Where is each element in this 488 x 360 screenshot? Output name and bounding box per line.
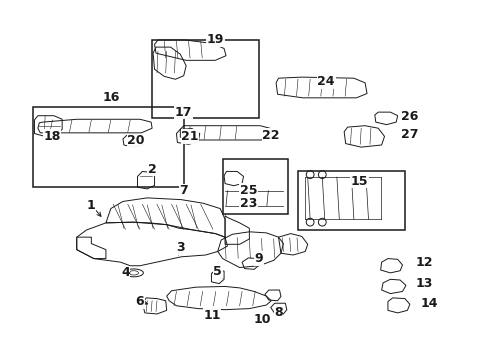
Text: 13: 13: [415, 277, 432, 290]
Text: 21: 21: [181, 130, 199, 143]
Text: 3: 3: [176, 241, 184, 255]
Text: 19: 19: [206, 33, 224, 46]
Text: 22: 22: [262, 129, 280, 142]
Text: 6: 6: [135, 295, 144, 308]
Text: 9: 9: [254, 252, 263, 265]
Text: 8: 8: [274, 306, 282, 319]
Text: 23: 23: [239, 197, 257, 210]
Bar: [297, 171, 404, 230]
Text: 15: 15: [350, 175, 368, 188]
Text: 5: 5: [213, 265, 222, 278]
Text: 12: 12: [415, 256, 432, 269]
Text: 24: 24: [317, 75, 334, 88]
Text: 11: 11: [203, 309, 220, 321]
Text: 17: 17: [175, 105, 192, 119]
Text: 14: 14: [420, 297, 437, 310]
Text: 27: 27: [400, 128, 418, 141]
Text: 20: 20: [127, 134, 144, 147]
Bar: [222, 158, 287, 214]
Text: 25: 25: [239, 184, 257, 197]
Bar: [152, 40, 259, 118]
Text: 4: 4: [121, 266, 129, 279]
Text: 26: 26: [400, 110, 418, 123]
Text: 18: 18: [43, 130, 61, 143]
Text: 10: 10: [253, 313, 271, 326]
Text: 1: 1: [87, 198, 96, 212]
Text: 16: 16: [102, 91, 119, 104]
Text: 2: 2: [147, 163, 156, 176]
Text: 7: 7: [179, 184, 188, 197]
Bar: [33, 107, 183, 187]
